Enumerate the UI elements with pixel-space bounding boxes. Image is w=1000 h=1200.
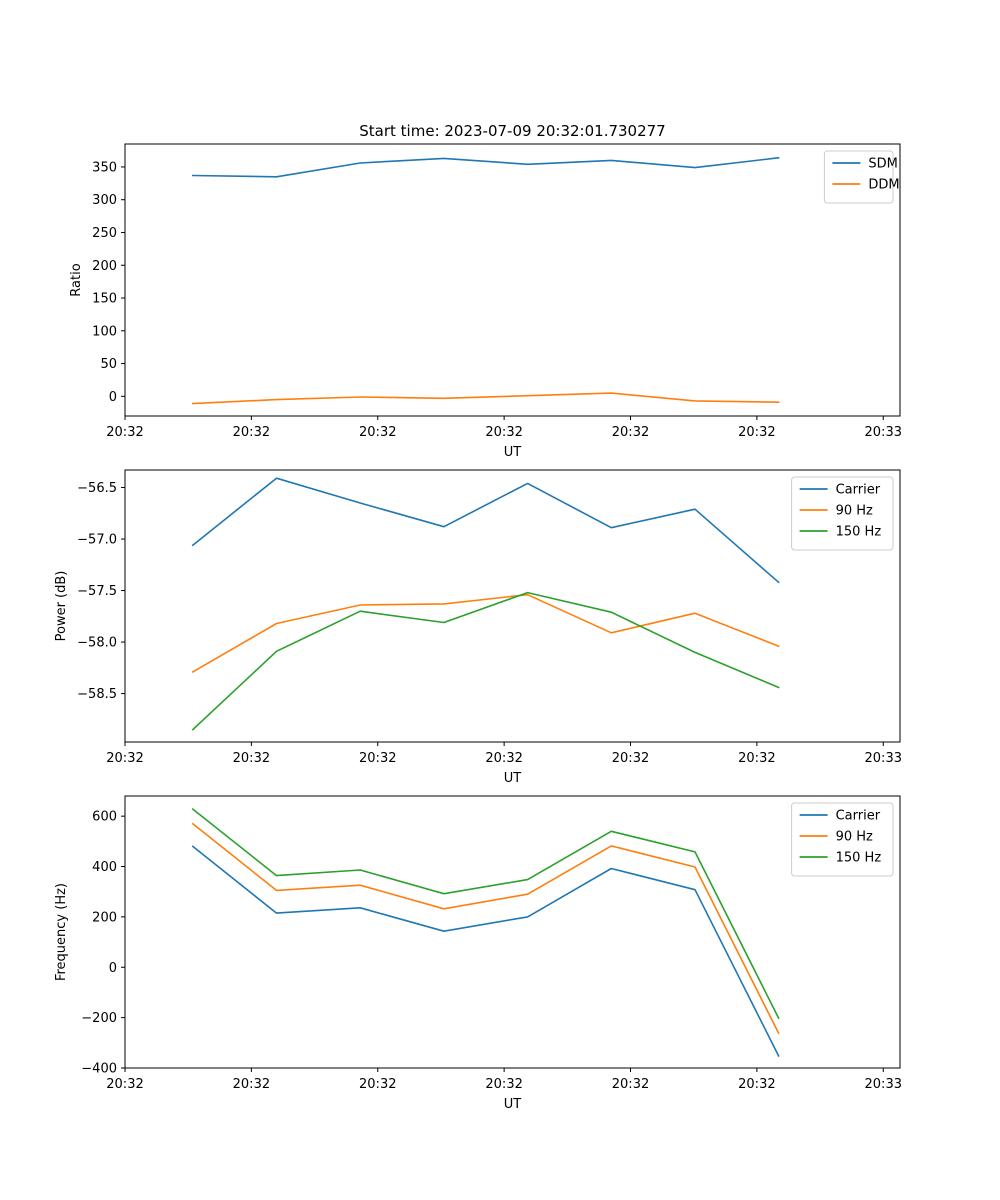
x-axis-label: UT	[504, 1097, 522, 1112]
series-line-carrier	[191, 845, 780, 1057]
legend-label: 150 Hz	[836, 525, 882, 540]
chart-panel-3: 20:32 20:32 20:32 20:32 20:32 20:32 20:33 −400 −…	[54, 795, 902, 1112]
x-tick-label: 20:32	[612, 425, 649, 440]
chart-title: Start time: 2023-07-09 20:32:01.730277	[359, 122, 665, 140]
axes-frame	[124, 143, 901, 417]
y-tick-label: −400	[81, 1062, 117, 1077]
legend-label: 150 Hz	[836, 851, 882, 866]
series-line-ddm	[191, 392, 780, 405]
legend-label: 90 Hz	[836, 830, 873, 845]
y-tick-label: 400	[92, 860, 117, 875]
y-tick-label: 200	[92, 259, 117, 274]
x-tick-label: 20:32	[106, 425, 143, 440]
y-axis-label: Ratio	[69, 263, 84, 296]
y-tick-label: −58.0	[77, 636, 117, 651]
x-tick-label: 20:32	[485, 1077, 522, 1092]
y-tick-label: 0	[109, 390, 117, 405]
series-line-150-hz	[191, 807, 780, 1020]
series-line-90-hz	[191, 822, 780, 1035]
series-line-150-hz	[191, 591, 780, 731]
y-tick-label: 50	[100, 357, 117, 372]
y-tick-label: −57.5	[77, 584, 117, 599]
chart-panel-2: 20:32 20:32 20:32 20:32 20:32 20:32 20:33 −58.5…	[54, 469, 902, 786]
y-tick-label: −56.5	[77, 481, 117, 496]
x-tick-label: 20:32	[359, 1077, 396, 1092]
legend-box	[823, 150, 894, 204]
y-tick-label: −58.5	[77, 687, 117, 702]
axes-frame	[124, 469, 901, 743]
y-axis-label: Frequency (Hz)	[54, 883, 69, 981]
x-axis-label: UT	[504, 771, 522, 786]
y-tick-label: −200	[81, 1011, 117, 1026]
legend: Carrier 90 Hz 150 Hz	[791, 802, 894, 877]
x-tick-label: 20:32	[233, 425, 270, 440]
x-tick-label: 20:33	[865, 751, 902, 766]
y-tick-label: 250	[92, 226, 117, 241]
x-tick-label: 20:32	[359, 751, 396, 766]
x-tick-label: 20:32	[106, 1077, 143, 1092]
y-tick-label: 300	[92, 193, 117, 208]
axes-frame	[124, 795, 901, 1069]
y-axis-label: Power (dB)	[54, 571, 69, 642]
x-tick-label: 20:32	[106, 751, 143, 766]
x-tick-label: 20:32	[485, 751, 522, 766]
x-tick-label: 20:32	[233, 751, 270, 766]
legend-label: Carrier	[836, 483, 881, 498]
legend-label: DDM	[868, 178, 899, 193]
series-line-carrier	[191, 477, 780, 584]
y-tick-label: 600	[92, 810, 117, 825]
x-tick-label: 20:32	[612, 751, 649, 766]
y-tick-label: 0	[109, 961, 117, 976]
chart-panel-1: 20:32 20:32 20:32 20:32 20:32 20:32 20:33 0 50 10…	[69, 143, 902, 460]
x-tick-label: 20:32	[738, 1077, 775, 1092]
legend: SDM DDM	[823, 150, 900, 204]
x-axis-label: UT	[504, 445, 522, 460]
x-tick-label: 20:32	[612, 1077, 649, 1092]
x-tick-label: 20:33	[865, 1077, 902, 1092]
y-tick-label: 200	[92, 910, 117, 925]
x-tick-label: 20:32	[738, 425, 775, 440]
x-tick-label: 20:32	[738, 751, 775, 766]
series-line-sdm	[191, 156, 780, 178]
series-line-90-hz	[191, 593, 780, 673]
y-tick-label: −57.0	[77, 533, 117, 548]
x-tick-label: 20:33	[865, 425, 902, 440]
x-tick-label: 20:32	[359, 425, 396, 440]
y-tick-label: 150	[92, 292, 117, 307]
y-tick-label: 350	[92, 160, 117, 175]
legend: Carrier 90 Hz 150 Hz	[791, 476, 894, 551]
legend-label: 90 Hz	[836, 504, 873, 519]
x-tick-label: 20:32	[485, 425, 522, 440]
y-tick-label: 100	[92, 324, 117, 339]
x-tick-label: 20:32	[233, 1077, 270, 1092]
legend-label: Carrier	[836, 809, 881, 824]
legend-label: SDM	[868, 157, 897, 172]
